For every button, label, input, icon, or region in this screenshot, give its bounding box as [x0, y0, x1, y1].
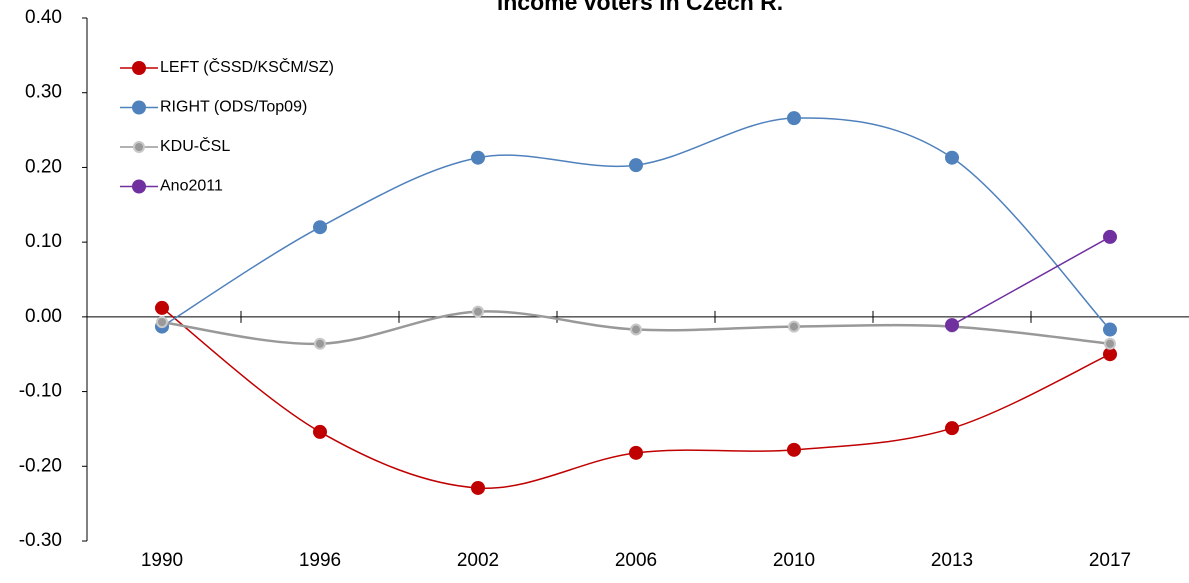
y-tick-label: 0.20: [25, 156, 62, 177]
legend-label: KDU-ČSL: [160, 136, 230, 155]
data-point: [1103, 347, 1117, 362]
data-point: [471, 150, 485, 165]
data-point: [787, 111, 801, 126]
chart-title: income voters in Czech R.: [497, 0, 783, 15]
y-tick-label: 0.40: [25, 7, 62, 28]
data-point: [1104, 337, 1116, 350]
data-point: [472, 305, 484, 318]
series-line: [161, 117, 1111, 331]
x-tick-label: 2002: [457, 550, 499, 571]
data-point: [314, 337, 326, 350]
x-tick-label: 2010: [773, 550, 815, 571]
y-tick-label: -0.10: [19, 381, 62, 402]
data-point: [945, 421, 959, 436]
legend-label: RIGHT (ODS/Top09): [160, 99, 307, 116]
y-tick-label: 0.00: [25, 306, 62, 327]
data-point: [155, 300, 169, 315]
data-point: [787, 442, 801, 457]
legend-marker: [132, 179, 146, 194]
data-point: [313, 424, 327, 439]
y-tick-label: 0.10: [25, 231, 62, 252]
data-point: [629, 158, 643, 173]
x-tick-label: 2013: [931, 550, 973, 571]
x-tick-label: 2017: [1089, 550, 1131, 571]
data-point: [471, 480, 485, 495]
data-point: [629, 445, 643, 460]
data-point: [156, 316, 168, 329]
data-point: [1103, 322, 1117, 337]
data-point: [788, 320, 800, 333]
data-point: [313, 220, 327, 235]
series-line: [951, 236, 1111, 326]
data-point: [945, 150, 959, 165]
x-tick-label: 1990: [141, 550, 183, 571]
data-point: [945, 318, 959, 333]
legend-marker: [132, 61, 146, 75]
x-tick-label: 1996: [299, 550, 341, 571]
y-tick-label: 0.30: [25, 82, 62, 103]
legend-marker: [132, 100, 146, 115]
y-tick-label: -0.30: [19, 530, 62, 551]
legend-label: LEFT (ČSSD/KSČM/SZ): [160, 57, 334, 76]
legend-marker: [133, 141, 145, 153]
y-tick-label: -0.20: [19, 455, 62, 476]
legend-label: Ano2011: [160, 178, 223, 195]
data-point: [630, 323, 642, 336]
x-tick-label: 2006: [615, 550, 657, 571]
data-point: [1103, 229, 1117, 244]
